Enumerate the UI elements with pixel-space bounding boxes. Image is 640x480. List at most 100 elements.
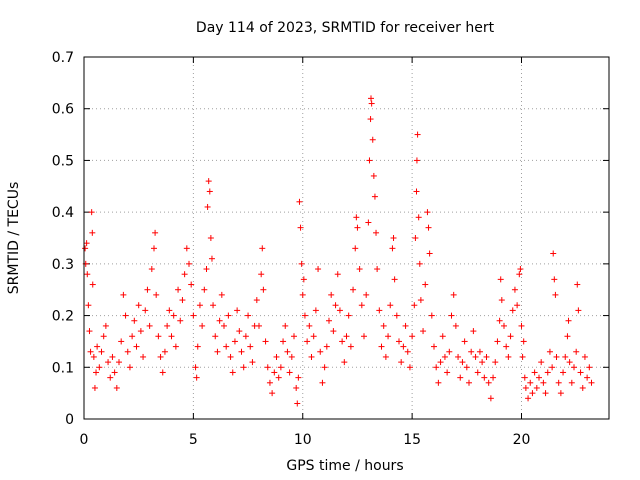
data-point — [525, 395, 532, 402]
data-point — [159, 369, 166, 376]
data-point — [358, 302, 365, 309]
data-point — [439, 333, 446, 340]
data-point — [214, 348, 221, 355]
data-point — [319, 379, 326, 386]
data-point — [249, 359, 256, 366]
data-point — [505, 353, 512, 360]
data-point — [201, 286, 208, 293]
data-point — [424, 209, 431, 216]
data-point — [140, 353, 147, 360]
data-point — [269, 390, 276, 397]
data-point — [89, 229, 96, 236]
data-point — [393, 312, 400, 319]
data-point — [470, 328, 477, 335]
data-point — [293, 384, 300, 391]
data-point — [193, 374, 200, 381]
data-point — [280, 338, 287, 345]
data-point — [573, 348, 580, 355]
data-point — [258, 271, 265, 278]
data-point — [120, 291, 127, 298]
data-point — [568, 379, 575, 386]
data-point — [225, 312, 232, 319]
data-point — [129, 333, 136, 340]
data-point — [144, 286, 151, 293]
data-point — [86, 328, 93, 335]
data-point — [461, 338, 468, 345]
data-point — [275, 374, 282, 381]
data-point — [310, 333, 317, 340]
data-point — [188, 281, 195, 288]
plot-frame — [83, 56, 610, 420]
data-point — [317, 348, 324, 355]
data-point — [83, 240, 90, 247]
data-point — [196, 302, 203, 309]
y-tick-label: 0.5 — [52, 153, 74, 169]
data-point — [304, 338, 311, 345]
data-point — [155, 333, 162, 340]
data-point — [186, 260, 192, 267]
data-point — [151, 245, 157, 252]
data-point — [518, 322, 525, 329]
data-point — [298, 260, 305, 267]
data-point — [89, 281, 96, 288]
data-point — [483, 353, 490, 360]
data-point — [529, 390, 536, 397]
data-point — [352, 245, 359, 252]
data-point — [353, 214, 360, 221]
data-point — [336, 307, 343, 314]
data-point — [242, 333, 249, 340]
data-point — [487, 395, 494, 402]
data-point — [538, 359, 545, 366]
data-point — [183, 245, 190, 252]
data-point — [109, 353, 116, 360]
data-point — [105, 359, 112, 366]
y-tick-label: 0 — [65, 412, 74, 428]
data-point — [564, 333, 571, 340]
data-point — [382, 353, 389, 360]
data-point — [414, 131, 421, 138]
data-point — [204, 203, 211, 210]
data-point — [577, 369, 584, 376]
data-point — [400, 343, 407, 350]
data-point — [229, 369, 236, 376]
data-point — [207, 235, 214, 241]
data-point — [231, 338, 238, 345]
data-point — [574, 281, 581, 288]
data-point — [190, 312, 197, 319]
data-point — [227, 353, 234, 360]
data-point — [520, 338, 527, 345]
data-point — [496, 317, 503, 324]
data-point — [273, 353, 280, 360]
data-point — [210, 302, 217, 309]
data-point — [85, 302, 92, 309]
data-point — [476, 348, 483, 355]
data-point — [450, 291, 457, 298]
data-point — [378, 343, 385, 350]
data-point — [441, 353, 448, 360]
data-point — [509, 307, 516, 314]
data-point — [205, 178, 212, 185]
data-point — [533, 384, 540, 391]
data-point — [323, 343, 330, 350]
data-point — [212, 333, 219, 340]
data-point — [402, 322, 409, 329]
data-point — [238, 348, 245, 355]
data-point — [175, 286, 182, 293]
data-point — [84, 271, 91, 278]
data-point — [549, 364, 556, 371]
data-point — [553, 353, 560, 360]
data-point — [142, 307, 149, 314]
data-point — [98, 348, 105, 355]
data-point — [116, 359, 122, 366]
data-point — [152, 229, 159, 236]
y-tick-label: 0.4 — [52, 205, 74, 221]
data-point — [326, 317, 332, 324]
data-point — [332, 302, 339, 309]
data-point — [380, 322, 387, 329]
data-point — [113, 384, 120, 391]
data-point — [376, 307, 383, 314]
data-point — [343, 333, 350, 340]
x-tick-label: 0 — [80, 432, 89, 448]
data-point — [172, 343, 179, 350]
